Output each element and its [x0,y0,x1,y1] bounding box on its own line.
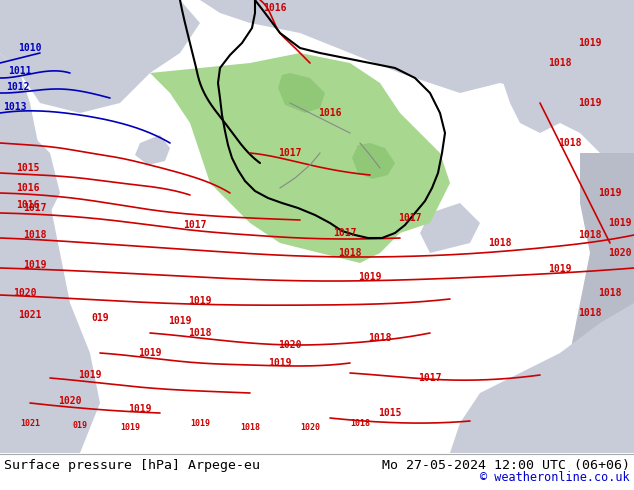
Text: 1016: 1016 [263,3,287,13]
Text: 1017: 1017 [418,373,442,383]
Polygon shape [0,0,60,253]
Text: 1019: 1019 [578,38,602,48]
Polygon shape [200,0,634,93]
Text: 1020: 1020 [608,248,631,258]
Text: 1020: 1020 [300,423,320,433]
Polygon shape [560,153,634,453]
Text: 1021: 1021 [18,310,42,320]
Text: Mo 27-05-2024 12:00 UTC (06+06): Mo 27-05-2024 12:00 UTC (06+06) [382,460,630,472]
Text: 1019: 1019 [138,348,162,358]
Text: 1011: 1011 [8,66,32,76]
Text: 1019: 1019 [23,260,47,270]
Text: 1018: 1018 [559,138,582,148]
Text: 1015: 1015 [16,163,40,173]
Text: 1012: 1012 [6,82,30,92]
Text: 1017: 1017 [278,148,302,158]
Text: 1015: 1015 [378,408,402,418]
Text: 1017: 1017 [23,203,47,213]
Text: © weatheronline.co.uk: © weatheronline.co.uk [481,471,630,485]
Text: 1019: 1019 [128,404,152,414]
Polygon shape [310,0,400,58]
Text: 1019: 1019 [608,218,631,228]
Polygon shape [150,53,450,263]
Text: 1016: 1016 [318,108,342,118]
Text: 1019: 1019 [598,188,622,198]
Polygon shape [450,303,634,453]
Text: 1017: 1017 [398,213,422,223]
Text: 1021: 1021 [20,418,40,427]
Polygon shape [420,203,480,253]
Polygon shape [0,0,200,113]
Text: 019: 019 [91,313,109,323]
Text: 1016: 1016 [16,183,40,193]
Text: 1019: 1019 [78,370,101,380]
Polygon shape [448,63,475,83]
Text: 1019: 1019 [168,316,191,326]
Polygon shape [278,73,325,113]
Text: 1017: 1017 [333,228,357,238]
Text: 1018: 1018 [23,230,47,240]
Text: 1019: 1019 [268,358,292,368]
Text: 1019: 1019 [188,296,212,306]
Polygon shape [0,53,100,453]
Text: 1018: 1018 [578,308,602,318]
Text: 1018: 1018 [578,230,602,240]
Text: 1016: 1016 [16,200,40,210]
Polygon shape [352,143,395,179]
Text: 1018: 1018 [240,423,260,433]
Text: 1019: 1019 [578,98,602,108]
Text: 1018: 1018 [350,418,370,427]
Text: 1018: 1018 [188,328,212,338]
Text: 1018: 1018 [598,288,622,298]
Text: 1019: 1019 [190,418,210,427]
Text: Surface pressure [hPa] Arpege-eu: Surface pressure [hPa] Arpege-eu [4,460,260,472]
Text: 1020: 1020 [278,340,302,350]
Text: 1018: 1018 [488,238,512,248]
Text: 1020: 1020 [58,396,82,406]
Text: 1018: 1018 [368,333,392,343]
Text: 1017: 1017 [183,220,207,230]
Text: 1010: 1010 [18,43,42,53]
Text: 1018: 1018 [339,248,362,258]
Text: 1019: 1019 [548,264,572,274]
Text: 1019: 1019 [120,423,140,433]
Polygon shape [500,0,634,173]
Polygon shape [135,135,170,165]
Text: 1018: 1018 [548,58,572,68]
Polygon shape [395,0,455,53]
Text: 1013: 1013 [3,102,27,112]
Text: 1020: 1020 [13,288,37,298]
Text: 019: 019 [72,420,87,430]
Text: 1019: 1019 [358,272,382,282]
